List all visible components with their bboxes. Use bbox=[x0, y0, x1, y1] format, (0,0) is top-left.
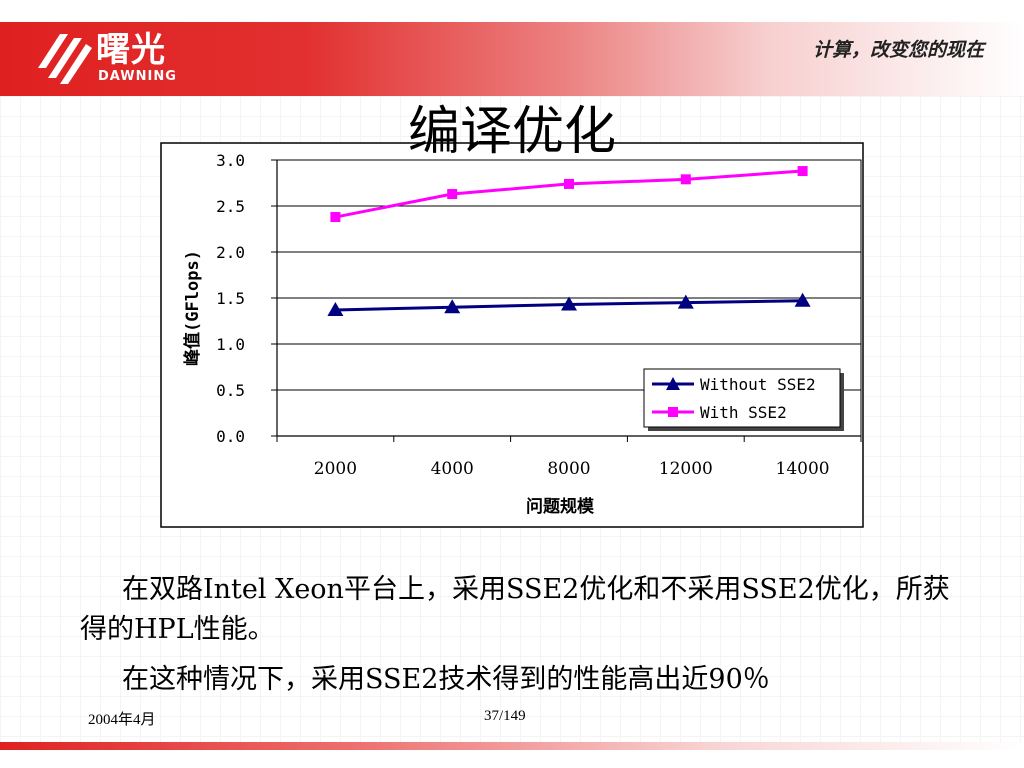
data-point-without-sse2 bbox=[794, 292, 811, 307]
footer-page-number: 37/149 bbox=[484, 708, 526, 724]
dawning-logo-icon bbox=[38, 34, 92, 84]
legend: Without SSE2 With SSE2 bbox=[643, 368, 844, 431]
y-tick-label: 3.0 bbox=[216, 151, 245, 170]
x-tick-label: 2000 bbox=[314, 459, 357, 479]
y-tick-label: 0.0 bbox=[216, 427, 245, 446]
header-banner bbox=[0, 22, 1024, 96]
x-tick-label: 14000 bbox=[776, 459, 830, 479]
legend-marker-without bbox=[666, 377, 680, 390]
footer-date: 2004年4月 bbox=[88, 712, 156, 728]
paragraph-1: 在双路Intel Xeon平台上，采用SSE2优化和不采用SSE2优化，所获得的… bbox=[80, 570, 950, 650]
x-tick-label: 4000 bbox=[431, 459, 474, 479]
data-point-without-sse2 bbox=[327, 301, 344, 316]
data-point-with-sse2 bbox=[447, 189, 458, 200]
paragraph-1-text: 在双路Intel Xeon平台上，采用SSE2优化和不采用SSE2优化，所获得的… bbox=[80, 574, 950, 645]
paragraph-2: 在这种情况下，采用SSE2技术得到的性能高出近90％ bbox=[80, 660, 950, 700]
brand-name-en: DAWNING bbox=[98, 69, 177, 84]
legend-label-with: With SSE2 bbox=[700, 403, 787, 422]
y-tick-label: 1.5 bbox=[216, 289, 245, 308]
brand-name-cn: 曙光 bbox=[96, 30, 166, 70]
legend-label-without: Without SSE2 bbox=[700, 375, 816, 394]
slogan: 计算，改变您的现在 bbox=[812, 39, 984, 61]
paragraph-2-text: 在这种情况下，采用SSE2技术得到的性能高出近90％ bbox=[122, 664, 770, 695]
footer-banner bbox=[0, 742, 1024, 750]
legend-marker-with bbox=[668, 407, 678, 417]
y-tick-label: 2.5 bbox=[216, 197, 245, 216]
data-point-without-sse2 bbox=[561, 296, 577, 311]
data-point-with-sse2 bbox=[680, 174, 691, 185]
y-tick-label: 0.5 bbox=[216, 381, 245, 400]
y-axis-label: 峰值(GFlops) bbox=[182, 250, 203, 366]
slide-title: 编译优化 bbox=[407, 102, 616, 162]
data-point-with-sse2 bbox=[564, 178, 574, 189]
data-point-with-sse2 bbox=[797, 166, 808, 177]
data-point-without-sse2 bbox=[677, 294, 694, 309]
x-tick-label: 8000 bbox=[547, 459, 590, 479]
y-tick-label: 2.0 bbox=[216, 243, 245, 262]
x-tick-label: 12000 bbox=[659, 459, 713, 479]
x-axis-label: 问题规模 bbox=[526, 496, 595, 517]
y-tick-label: 1.0 bbox=[216, 335, 245, 354]
data-point-without-sse2 bbox=[444, 299, 461, 314]
data-point-with-sse2 bbox=[330, 212, 341, 223]
